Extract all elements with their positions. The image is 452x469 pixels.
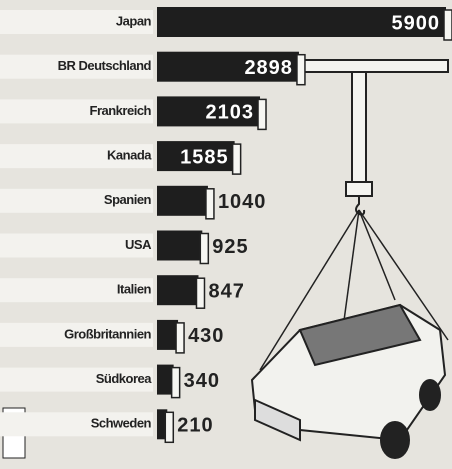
- category-label: BR Deutschland: [58, 58, 152, 73]
- bar-end: [176, 323, 184, 353]
- bar: [157, 186, 208, 216]
- value-label: 210: [177, 415, 213, 437]
- value-label: 847: [208, 280, 244, 302]
- bar-end: [297, 55, 305, 85]
- bar: [157, 231, 202, 261]
- value-label: 2898: [244, 57, 293, 79]
- value-label: 2103: [206, 102, 255, 124]
- value-label: 430: [188, 325, 224, 347]
- bar-end: [444, 10, 452, 40]
- bar: [157, 320, 178, 350]
- value-label: 5900: [392, 12, 441, 34]
- category-label: Kanada: [107, 148, 152, 163]
- category-label: Japan: [116, 13, 152, 28]
- category-label: Italien: [117, 282, 152, 297]
- category-label: Schweden: [91, 416, 152, 431]
- value-label: 1585: [180, 146, 229, 168]
- category-label: Spanien: [104, 192, 152, 207]
- bar: [157, 275, 198, 305]
- bar-end: [165, 412, 173, 442]
- chart: Japan 5900 BR Deutschland 2898 Frankreich 210…: [0, 0, 452, 469]
- category-label: Frankreich: [90, 103, 152, 118]
- bar-end: [196, 278, 204, 308]
- bar-end: [206, 189, 214, 219]
- category-label: Südkorea: [96, 371, 153, 386]
- value-label: 1040: [218, 191, 267, 213]
- bar-end: [172, 368, 180, 398]
- value-label: 925: [212, 236, 248, 258]
- bar-end: [200, 234, 208, 264]
- category-label: USA: [125, 237, 152, 252]
- bar-end: [233, 144, 241, 174]
- category-label: Großbritannien: [64, 326, 151, 341]
- bar-end: [258, 99, 266, 129]
- value-label: 340: [184, 370, 220, 392]
